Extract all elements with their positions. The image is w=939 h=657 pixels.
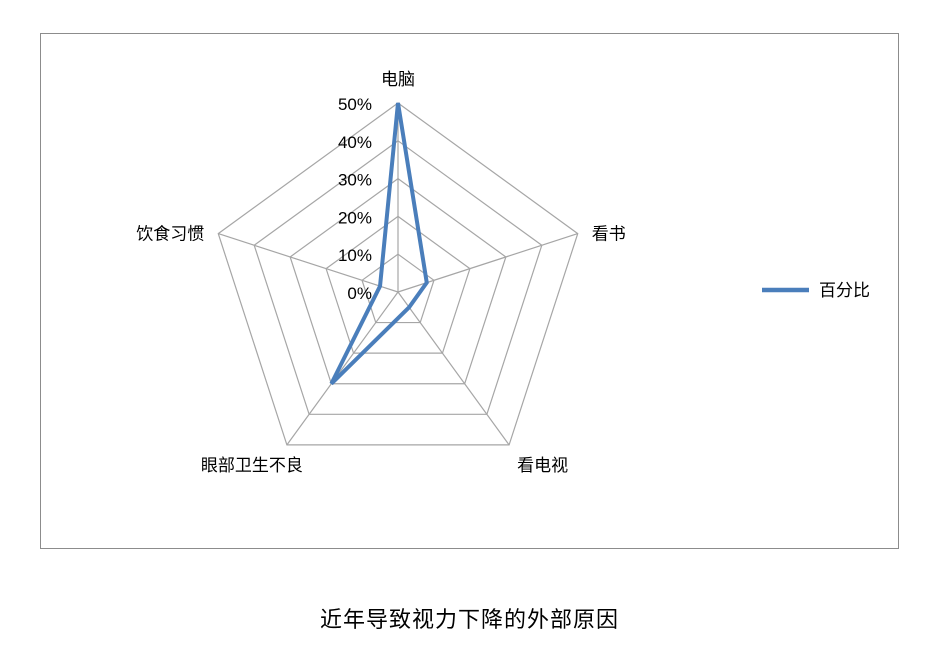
chart-caption: 近年导致视力下降的外部原因: [319, 608, 619, 633]
grid-ring: [361, 253, 435, 324]
grid-ring: [325, 215, 471, 354]
category-label: 眼部卫生不良: [201, 456, 303, 476]
tick-label: 40%: [338, 133, 372, 152]
radar-grid: [217, 102, 579, 446]
legend: 百分比: [762, 281, 870, 301]
grid-spoke: [218, 233, 399, 293]
radial-tick-labels: 0% 10% 20% 30% 40% 50%: [338, 95, 372, 303]
tick-label: 30%: [338, 171, 372, 190]
grid-ring: [253, 140, 543, 415]
legend-label: 百分比: [819, 281, 870, 301]
series-line: [329, 102, 429, 386]
tick-label: 10%: [338, 246, 372, 265]
grid-ring: [289, 177, 507, 385]
category-label: 看电视: [517, 456, 568, 476]
grid-spoke: [286, 291, 399, 446]
tick-label: 0%: [347, 284, 372, 303]
grid-ring: [217, 102, 579, 446]
chart-area: 0% 10% 20% 30% 40% 50% 电脑看书看电视 眼部卫生不良 饮食习惯 百分比: [40, 33, 899, 549]
series-layer: [329, 102, 429, 386]
tick-label: 50%: [338, 95, 372, 114]
grid-spoke: [397, 291, 510, 446]
category-label: 看书: [592, 225, 626, 245]
category-label: 饮食习惯: [136, 225, 204, 245]
tick-label: 20%: [338, 208, 372, 227]
category-label: 电脑: [381, 70, 415, 90]
